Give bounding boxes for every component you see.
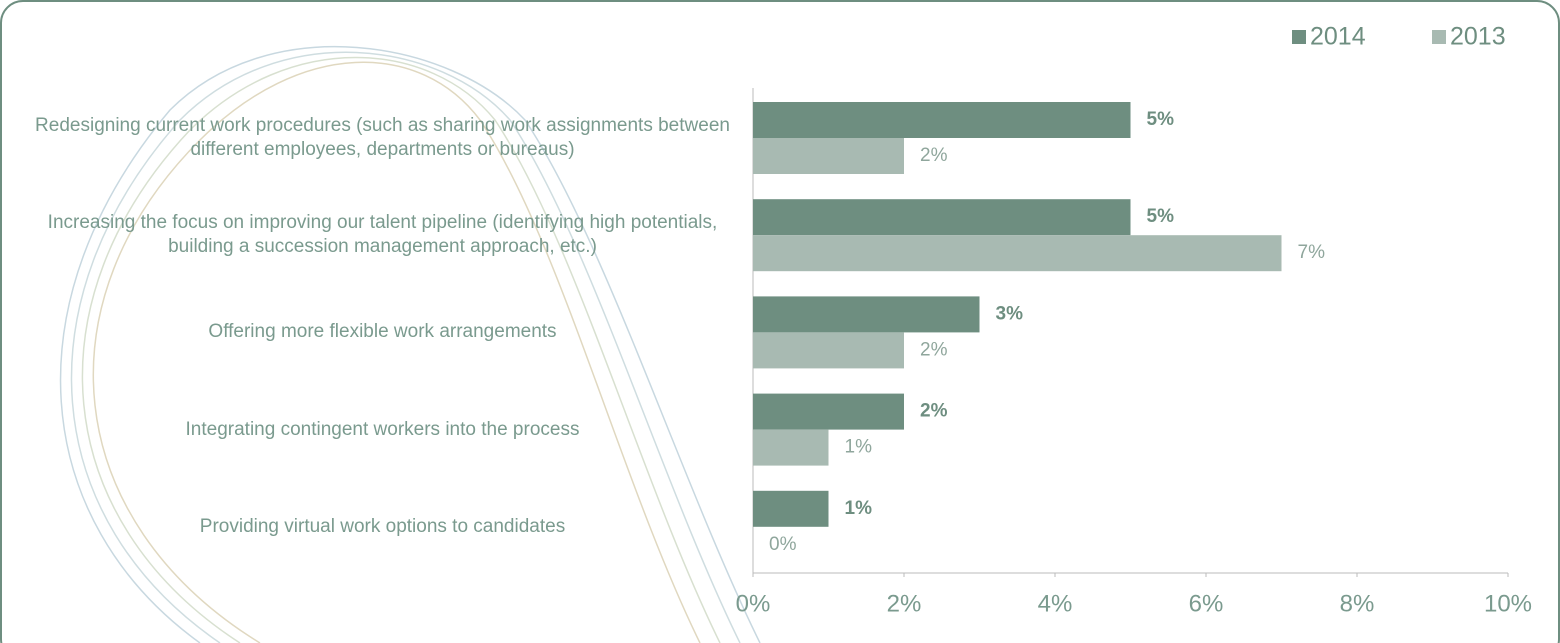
value-label: 2% bbox=[920, 339, 948, 360]
value-label: 2% bbox=[920, 145, 948, 166]
decoration bbox=[59, 46, 761, 643]
legend-swatch bbox=[1432, 30, 1446, 44]
value-label: 2% bbox=[920, 401, 948, 422]
x-tick-label: 2% bbox=[887, 590, 922, 617]
x-tick-label: 10% bbox=[1484, 590, 1532, 617]
bar bbox=[753, 138, 904, 174]
bar bbox=[753, 235, 1282, 272]
category-label: Increasing the focus on improving our ta… bbox=[47, 212, 718, 258]
x-tick-label: 4% bbox=[1038, 590, 1073, 617]
category-label: Offering more flexible work arrangements bbox=[208, 321, 557, 343]
value-label: 5% bbox=[1147, 109, 1175, 130]
category-label: Redesigning current work procedures (suc… bbox=[35, 115, 730, 160]
bar bbox=[753, 332, 904, 369]
category-label: Integrating contingent workers into the … bbox=[185, 418, 580, 440]
value-label: 7% bbox=[1298, 242, 1326, 263]
legend-label: 2013 bbox=[1450, 23, 1506, 51]
value-label: 1% bbox=[845, 437, 873, 458]
bar bbox=[753, 393, 904, 430]
value-label: 3% bbox=[996, 303, 1024, 324]
bar bbox=[753, 199, 1131, 236]
bar bbox=[753, 490, 829, 527]
x-tick-label: 6% bbox=[1189, 590, 1224, 617]
value-label: 1% bbox=[845, 498, 873, 519]
bar bbox=[753, 102, 1131, 138]
legend-swatch bbox=[1292, 30, 1306, 44]
bar bbox=[753, 296, 980, 333]
value-label: 0% bbox=[769, 534, 797, 555]
category-label: Providing virtual work options to candid… bbox=[199, 515, 566, 537]
x-tick-label: 0% bbox=[736, 590, 771, 617]
value-label: 5% bbox=[1147, 206, 1175, 227]
legend-label: 2014 bbox=[1310, 23, 1366, 51]
bar bbox=[753, 429, 829, 466]
x-tick-label: 8% bbox=[1340, 590, 1375, 617]
